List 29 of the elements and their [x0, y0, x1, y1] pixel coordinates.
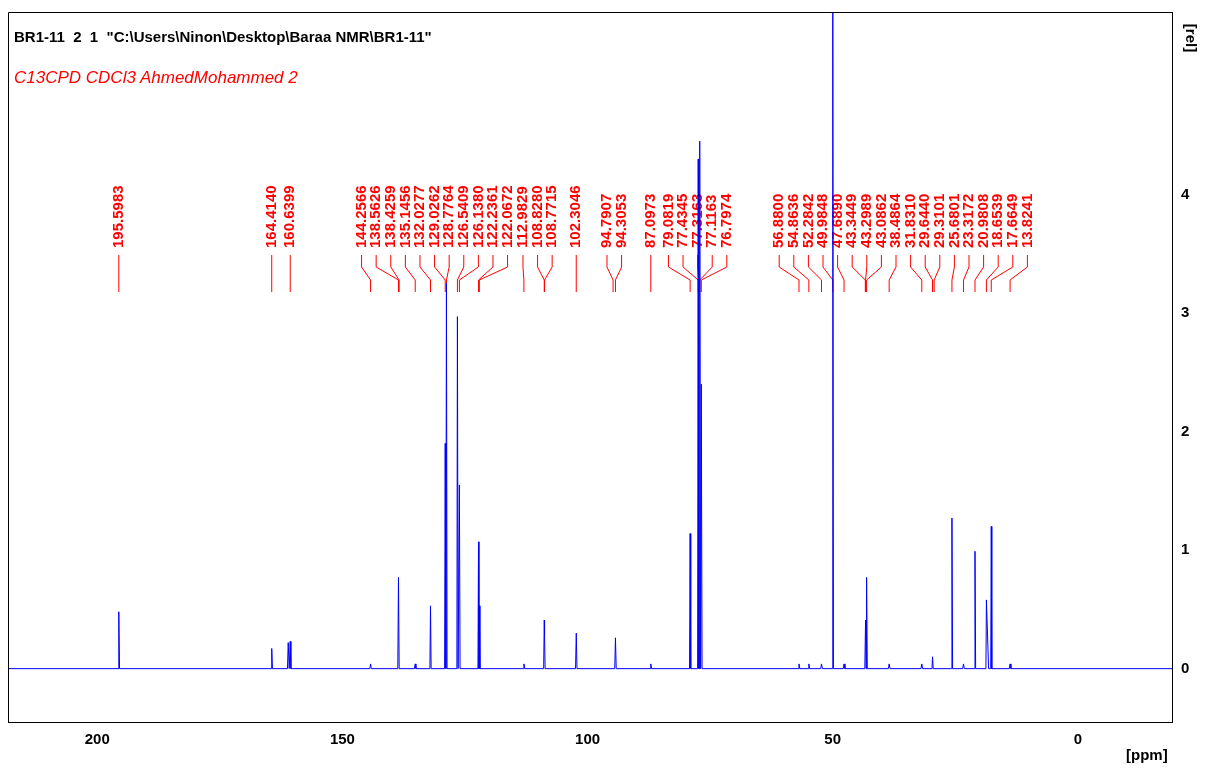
- x-axis-title: [ppm]: [1126, 746, 1168, 764]
- annotation: 126.1380: [468, 185, 486, 248]
- annotation: 87.0973: [640, 193, 658, 248]
- y-tick-label: 1: [1181, 540, 1190, 558]
- y-tick-label: 0: [1181, 658, 1190, 676]
- x-tick-label: 150: [329, 730, 355, 748]
- x-tick-label: 100: [575, 730, 601, 748]
- annotation: 77.4345: [673, 193, 691, 248]
- annotation: 13.8241: [1017, 193, 1035, 248]
- annotation: 43.0862: [871, 193, 889, 248]
- annotation: 79.0819: [658, 193, 676, 248]
- x-tick-label: 0: [1073, 730, 1083, 748]
- annotation: 25.6801: [944, 193, 962, 248]
- annotation: 195.5983: [108, 185, 126, 248]
- text: C13CPD CDCl3 AhmedMohammed 2: [14, 68, 298, 88]
- annotation: 52.2842: [798, 193, 816, 248]
- y-tick-label: 3: [1181, 303, 1190, 321]
- annotation: 160.6399: [280, 185, 298, 248]
- annotation: 108.7715: [542, 185, 560, 248]
- y-tick-label: 4: [1181, 184, 1190, 202]
- annotation: 144.2566: [351, 185, 369, 248]
- y-tick-label: 2: [1181, 421, 1190, 439]
- x-tick-label: 50: [824, 730, 842, 748]
- text: BR1-11 2 1 "C:\Users\Ninon\Desktop\Baraa NMR\BR1-11": [14, 28, 432, 45]
- annotation: 102.3046: [566, 185, 584, 248]
- annotation: 164.4140: [261, 185, 279, 248]
- x-tick-label: 200: [84, 730, 110, 748]
- y-axis-title: [rel]: [1182, 23, 1200, 53]
- annotation: 135.1456: [395, 185, 413, 248]
